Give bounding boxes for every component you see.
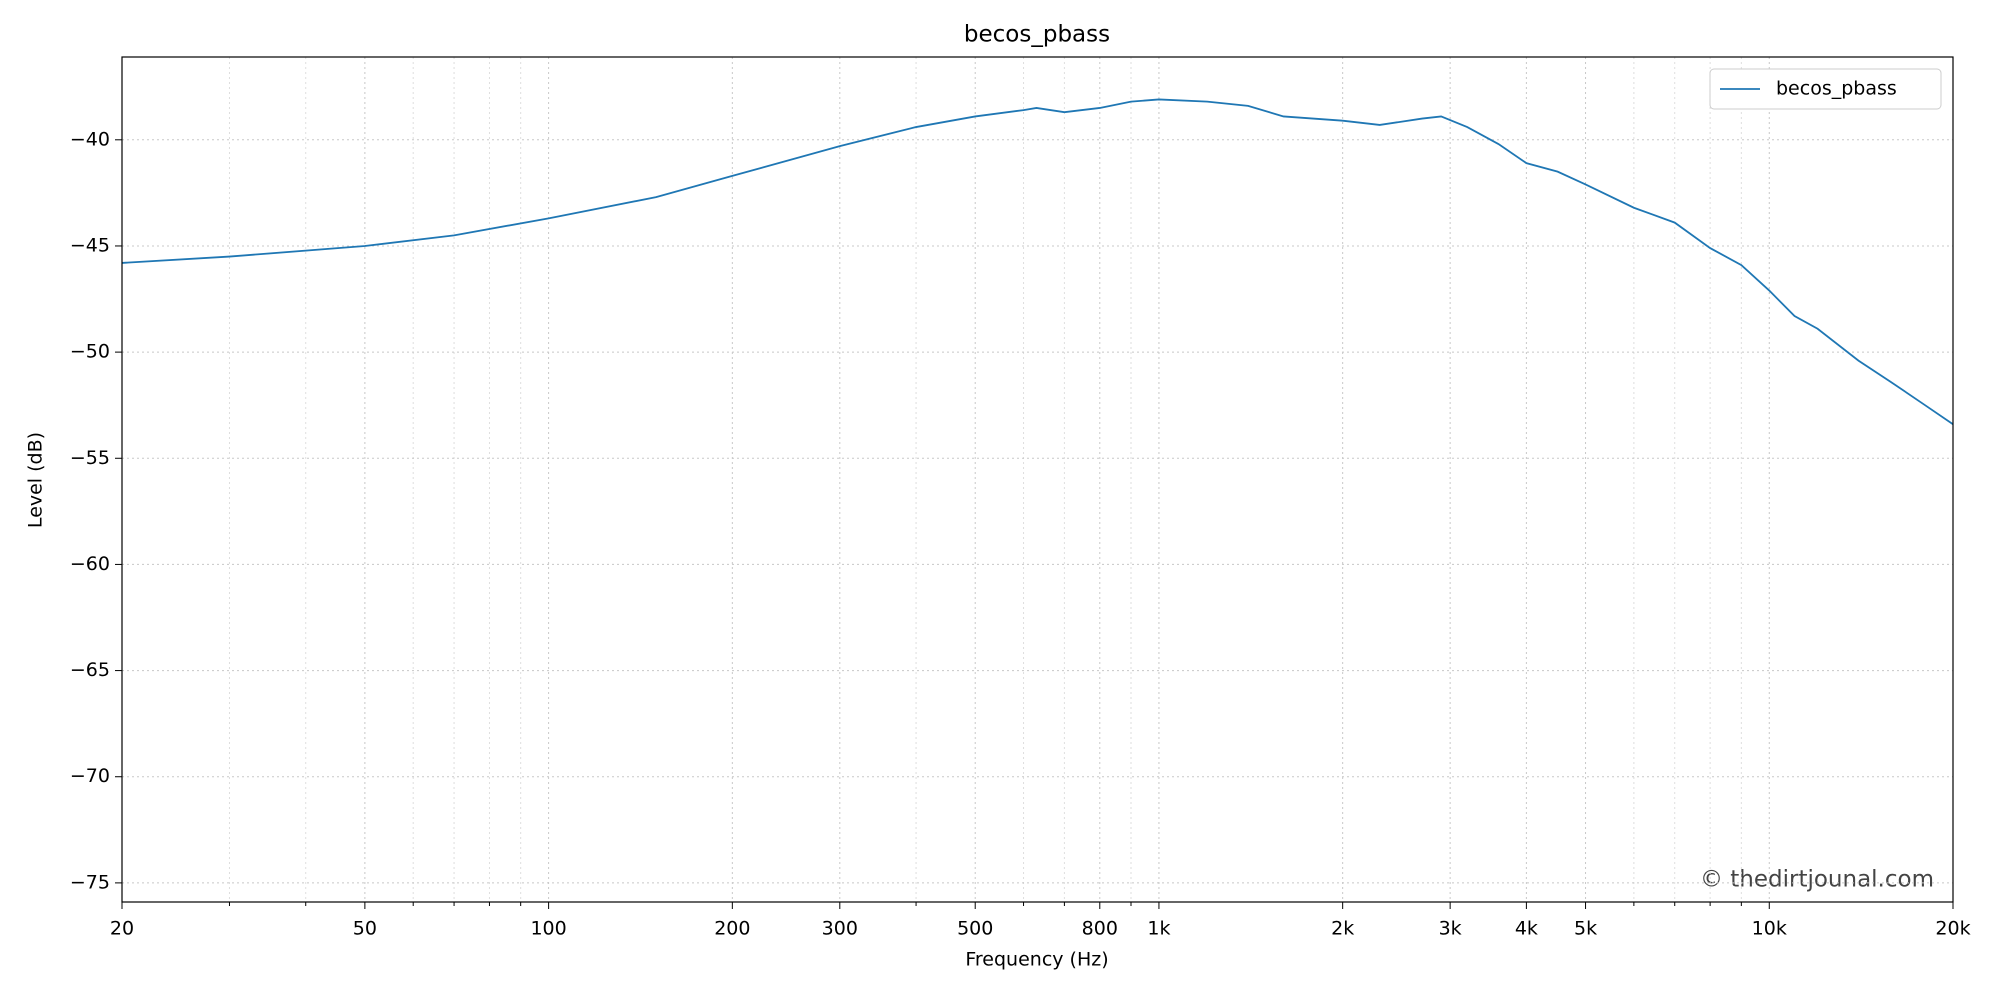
x-tick-label: 20k — [1935, 918, 1970, 940]
x-tick-label: 20 — [110, 918, 134, 940]
x-tick-label: 1k — [1147, 918, 1170, 940]
x-tick-label: 100 — [530, 918, 566, 940]
x-tick-label: 4k — [1515, 918, 1538, 940]
chart-title: becos_pbass — [964, 22, 1110, 48]
legend-box — [1709, 68, 1942, 110]
y-tick-label: −50 — [70, 341, 110, 363]
y-tick-label: −55 — [70, 447, 110, 469]
y-tick-label: −65 — [70, 659, 110, 681]
x-tick-label: 50 — [353, 918, 377, 940]
data-line — [121, 98, 1954, 426]
y-tick-label: −70 — [70, 765, 110, 787]
legend-label: becos_pbass — [1776, 78, 1897, 100]
x-tick-label: 800 — [1082, 918, 1118, 940]
plot-frame — [121, 56, 1954, 903]
x-tick-label: 5k — [1574, 918, 1597, 940]
y-tick-label: −45 — [70, 234, 110, 256]
y-tick-label: −40 — [70, 128, 110, 150]
x-tick-label: 500 — [957, 918, 993, 940]
y-tick-label: −75 — [70, 871, 110, 893]
y-axis-label: Level (dB) — [25, 432, 47, 528]
x-tick-label: 10k — [1752, 918, 1787, 940]
x-tick-label: 300 — [822, 918, 858, 940]
x-tick-label: 3k — [1439, 918, 1462, 940]
x-tick-label: 200 — [714, 918, 750, 940]
x-axis-label: Frequency (Hz) — [965, 949, 1108, 971]
watermark: © thedirtjounal.com — [1700, 867, 1934, 893]
x-tick-label: 2k — [1331, 918, 1354, 940]
y-tick-label: −60 — [70, 553, 110, 575]
